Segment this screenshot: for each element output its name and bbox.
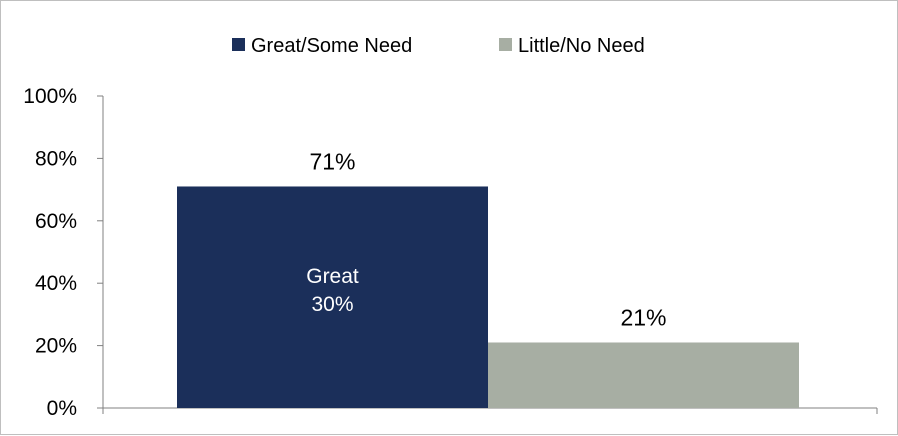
legend-label: Little/No Need [518,35,645,57]
legend-swatch [499,38,512,51]
y-tick-label: 40% [35,272,77,295]
bar-value-label: 71% [309,148,355,174]
legend: Great/Some Need Little/No Need [232,35,645,57]
bars: 71% 21% Great 30% [177,148,799,408]
y-tick-label: 100% [23,85,77,108]
legend-label: Great/Some Need [251,35,412,57]
bar-annotation-label: 30% [311,293,353,316]
y-tick-label: 0% [47,397,77,420]
y-tick-label: 60% [35,210,77,233]
legend-swatch [232,38,245,51]
bar [488,342,799,408]
bar [177,186,488,408]
bar-annotation-label: Great [306,265,359,288]
y-tick-label: 20% [35,335,77,358]
y-tick-label: 80% [35,147,77,170]
bar-value-label: 21% [620,304,666,330]
